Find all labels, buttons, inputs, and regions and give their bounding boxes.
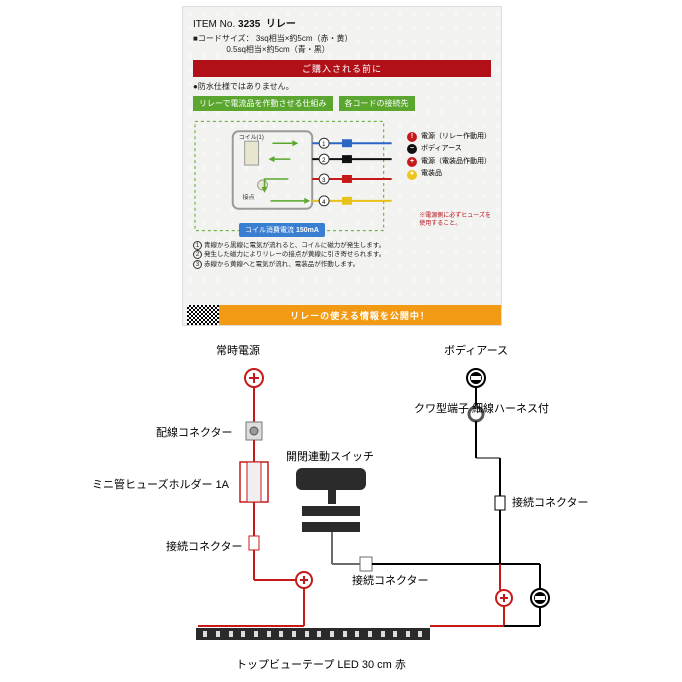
fuse-warning-l2: 使用すること。 xyxy=(419,221,461,227)
spec-line-2: 0.5sq相当×約5cm（青・黒） xyxy=(226,45,329,54)
item-prefix: ITEM No. xyxy=(193,19,235,30)
coil-current-pill: コイル消費電流 150mA xyxy=(239,223,325,237)
label-door-switch: 開閉連動スイッチ xyxy=(286,448,374,464)
fuse-warning: ※電源側に必ずヒューズを 使用すること。 xyxy=(419,213,491,229)
legend-row-3: + 電源（電装品作動用） xyxy=(407,156,491,169)
orange-info-band: リレーの使える情報を公開中！ xyxy=(219,305,501,325)
expl-3: 3赤線から黄線へと電気が流れ、電装品が作動します。 xyxy=(193,260,491,270)
coil-pill-value: 150mA xyxy=(296,227,319,234)
legend-text-4: 電装品 xyxy=(421,168,442,181)
coil-label-text: コイル(1) xyxy=(239,134,264,141)
green-headers: リレーで電流品を作動させる仕組み 各コードの接続先 xyxy=(193,96,491,111)
item-name: リレー xyxy=(266,19,296,30)
legend-row-2: − ボディアース xyxy=(407,143,491,156)
expl-2: 2発生した磁力によりリレーの接点が黄線に引き寄せられます。 xyxy=(193,250,491,260)
label-conn-right: 接続コネクター xyxy=(512,494,589,510)
legend-badge-1: ! xyxy=(407,132,417,142)
fuse-warning-l1: ※電源側に必ずヒューズを xyxy=(419,213,491,219)
spec-bullet: ■コードサイズ： xyxy=(193,34,254,43)
label-led-strip: トップビューテープ LED 30 cm 赤 xyxy=(236,656,406,672)
contact-label-text: 接点 xyxy=(243,192,255,200)
card-content: ITEM No. 3235 リレー ■コードサイズ： 3sq相当×約5cm（赤・… xyxy=(183,7,501,325)
legend-text-2: ボディアース xyxy=(421,143,462,156)
legend-text-3: 電源（電装品作動用） xyxy=(421,156,491,169)
legend-badge-2: − xyxy=(407,144,417,154)
label-wiring-connector: 配線コネクター xyxy=(156,424,233,440)
legend-row-1: ! 電源（リレー作動用） xyxy=(407,131,491,144)
label-fuse: ミニ管ヒューズホルダー 1A xyxy=(92,476,229,492)
item-number: 3235 xyxy=(238,19,260,30)
item-line: ITEM No. 3235 リレー xyxy=(193,15,491,30)
label-kuwa: クワ型端子 細線ハーネス付 xyxy=(414,400,549,416)
waterproof-note: ●防水仕様ではありません。 xyxy=(193,81,491,92)
purchase-notice-band: ご購入される前に xyxy=(193,60,491,77)
label-conn-mid: 接続コネクター xyxy=(352,572,429,588)
legend-row-4: ● 電装品 xyxy=(407,168,491,181)
product-card: ITEM No. 3235 リレー ■コードサイズ： 3sq相当×約5cm（赤・… xyxy=(182,6,502,326)
label-const-power: 常時電源 xyxy=(216,342,260,358)
legend-badge-4: ● xyxy=(407,170,417,180)
label-conn-left: 接続コネクター xyxy=(166,538,243,554)
wiring-diagram: 常時電源 ボディアース 配線コネクター クワ型端子 細線ハーネス付 ミニ管ヒュー… xyxy=(0,336,682,682)
spec-line-1: 3sq相当×約5cm（赤・黄） xyxy=(256,34,353,43)
qr-icon xyxy=(187,305,219,325)
explanation-list: 1青線から黒線に電気が流れると、コイルに磁力が発生します。 2発生した磁力により… xyxy=(193,241,491,270)
led-strip xyxy=(196,628,430,640)
legend-text-1: 電源（リレー作動用） xyxy=(421,131,491,144)
card-bottom-bar: リレーの使える情報を公開中！ xyxy=(183,305,501,325)
green-header-left: リレーで電流品を作動させる仕組み xyxy=(193,96,333,111)
coil-pill-label: コイル消費電流 xyxy=(245,227,294,234)
green-header-right: 各コードの接続先 xyxy=(339,96,415,111)
cord-spec: ■コードサイズ： 3sq相当×約5cm（赤・黄） 0.5sq相当×約5cm（青・… xyxy=(193,34,491,56)
legend-badge-3: + xyxy=(407,157,417,167)
legend: ! 電源（リレー作動用） − ボディアース + 電源（電装品作動用） ● 電装品 xyxy=(407,131,491,181)
relay-schematic: コイル(1) 接点 xyxy=(193,115,491,235)
expl-1: 1青線から黒線に電気が流れると、コイルに磁力が発生します。 xyxy=(193,241,491,251)
label-body-earth: ボディアース xyxy=(444,342,508,358)
